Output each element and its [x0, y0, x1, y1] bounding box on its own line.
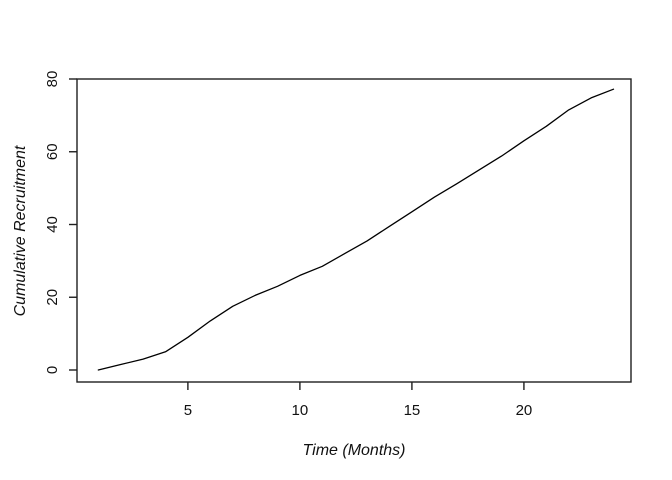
y-axis-tick-label: 40: [44, 216, 61, 233]
plot-box: [76, 78, 632, 383]
y-axis-tick-label: 0: [44, 366, 61, 374]
y-axis-tick-label: 60: [44, 143, 61, 160]
y-axis-tick-label: 20: [44, 289, 61, 306]
x-axis-tick-label: 10: [292, 402, 309, 419]
y-axis-title: Cumulative Recruitment: [12, 145, 29, 317]
y-axis-tick-label: 80: [44, 71, 61, 88]
recruitment-line: [97, 88, 615, 371]
x-axis-tick-label: 15: [404, 402, 421, 419]
x-axis-title: Time (Months): [302, 442, 406, 459]
x-axis-tick-label: 20: [516, 402, 533, 419]
x-axis-tick-label: 5: [184, 402, 192, 419]
